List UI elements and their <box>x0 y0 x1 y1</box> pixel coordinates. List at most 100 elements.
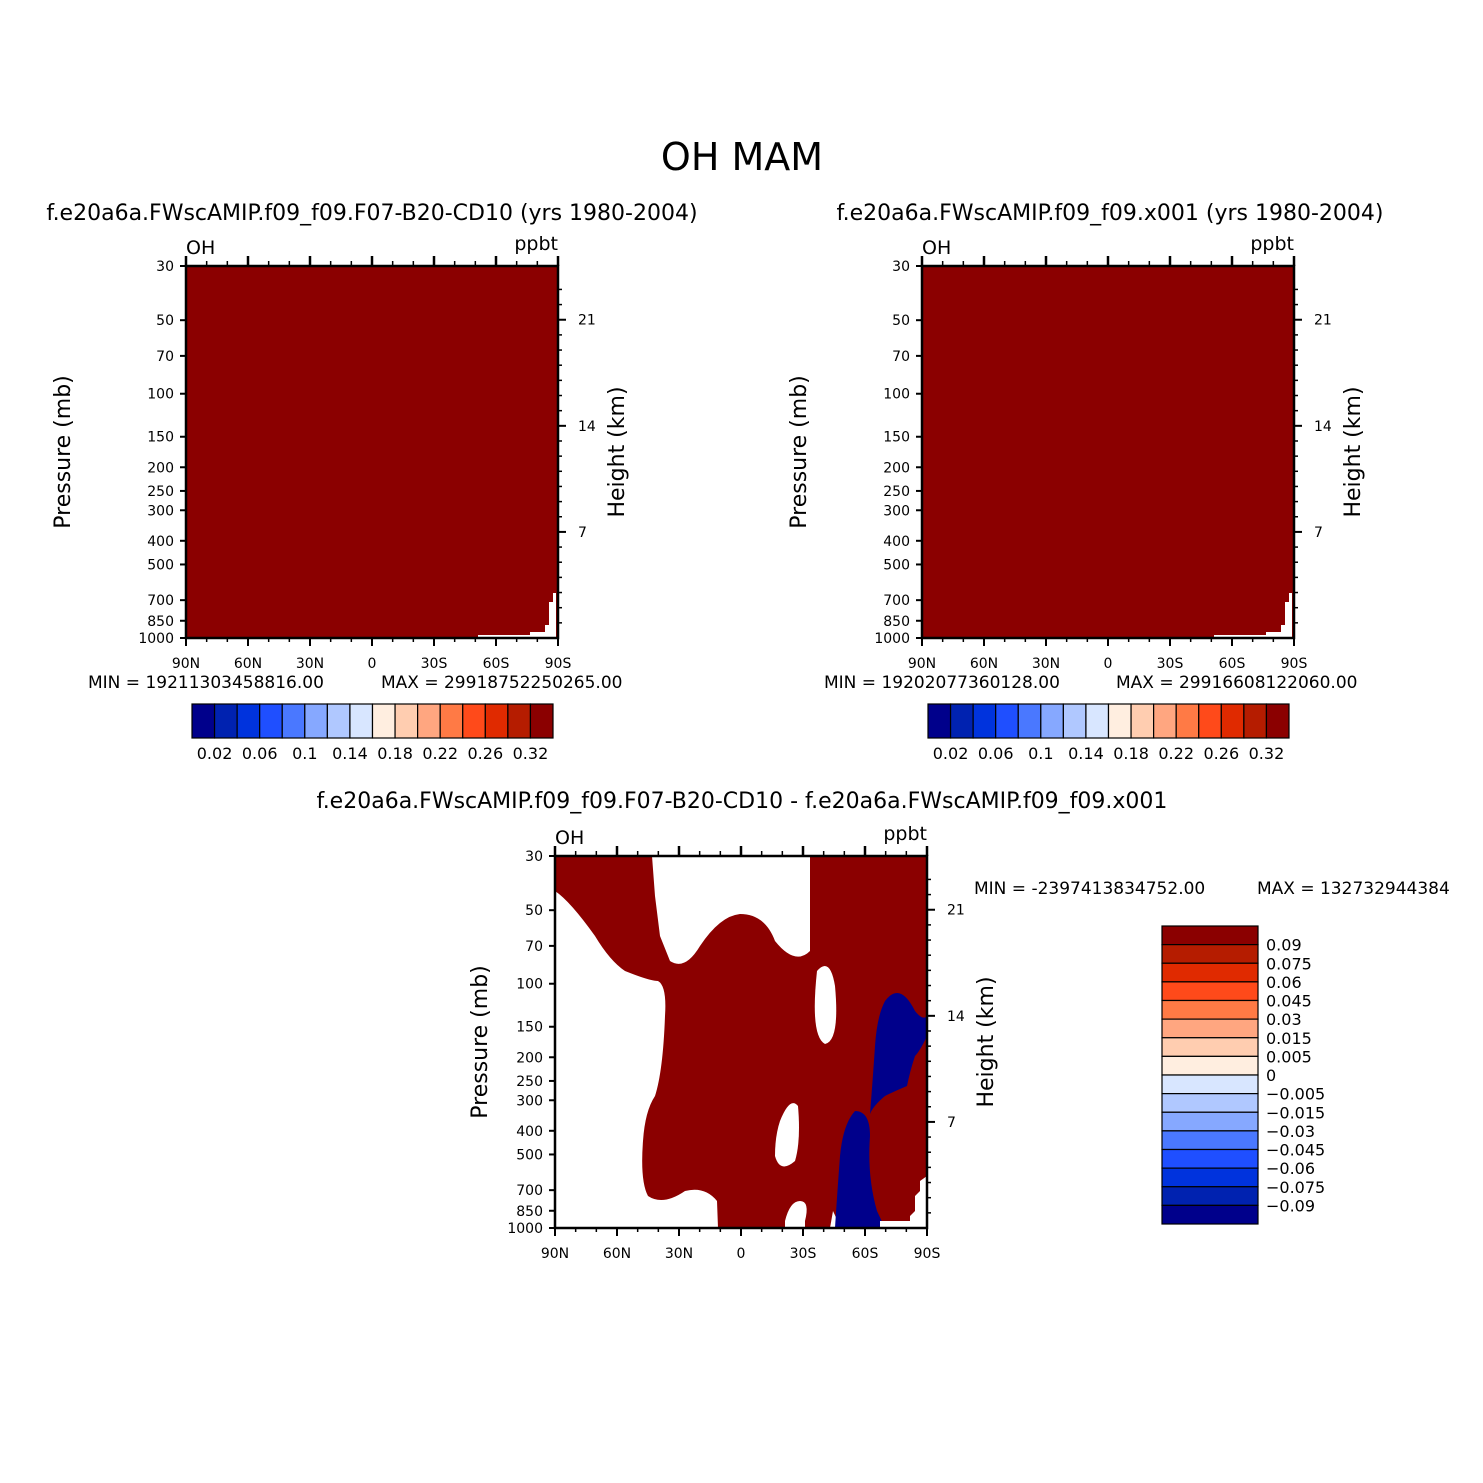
colorbar-label: −0.015 <box>1266 1103 1325 1122</box>
pressure-tick-label: 850 <box>883 614 910 630</box>
height-tick-label: 21 <box>947 903 965 919</box>
panel-1-title: f.e20a6a.FWscAMIP.f09_f09.F07-B20-CD10 (… <box>46 201 697 226</box>
colorbar-box <box>1243 703 1268 739</box>
colorbar-label: 0.18 <box>1113 744 1149 763</box>
pressure-tick-label: 100 <box>516 977 543 993</box>
panel-2-title: f.e20a6a.FWscAMIP.f09_f09.x001 (yrs 1980… <box>836 201 1383 226</box>
colorbar-label: 0.06 <box>1266 973 1302 992</box>
panel-1-ylabel-right: Height (km) <box>605 386 630 517</box>
panel-2-height-ticks: 21 14 7 <box>1294 288 1332 624</box>
colorbar-label: 0.03 <box>1266 1010 1302 1029</box>
pressure-tick-label: 1000 <box>507 1221 543 1237</box>
pressure-tick-label: 500 <box>516 1147 543 1163</box>
panel-3-negative-region-upper <box>870 993 927 1114</box>
colorbar-label: 0.1 <box>1028 744 1053 763</box>
colorbar-label: 0.06 <box>242 744 278 763</box>
pressure-tick-label: 700 <box>516 1183 543 1199</box>
colorbar-label: 0.18 <box>377 744 413 763</box>
colorbar-label: 0.22 <box>1158 744 1194 763</box>
colorbar-label: −0.09 <box>1266 1196 1315 1215</box>
pressure-tick-label: 250 <box>516 1074 543 1090</box>
colorbar-box <box>326 703 351 739</box>
colorbar-box <box>213 703 238 739</box>
pressure-tick-label: 250 <box>883 484 910 500</box>
colorbar-label: 0.14 <box>332 744 368 763</box>
pressure-tick-label: 100 <box>883 387 910 403</box>
colorbar-box <box>462 703 486 739</box>
colorbar-box <box>949 703 974 739</box>
panel-2-units-label: ppbt <box>1250 233 1294 255</box>
panel-3-variable-label: OH <box>555 827 584 849</box>
latitude-tick-label: 30N <box>1032 656 1060 672</box>
latitude-tick-label: 60N <box>603 1246 631 1262</box>
panel-3-min-label: MIN = -2397413834752.00 <box>974 879 1205 899</box>
pressure-tick-label: 200 <box>516 1050 543 1066</box>
colorbar-box <box>371 703 396 739</box>
colorbar-label: 0 <box>1266 1066 1276 1085</box>
panel-3-white-south-edge <box>880 1176 927 1228</box>
height-tick-label: 14 <box>1314 419 1332 435</box>
panel-3-colorbar: 0.090.0750.060.0450.030.0150.0050−0.005−… <box>1161 925 1325 1225</box>
latitude-tick-label: 30N <box>296 656 324 672</box>
panel-3-white-hole-3 <box>785 1201 807 1228</box>
colorbar-box <box>1040 703 1064 739</box>
colorbar-label: −0.005 <box>1266 1085 1325 1104</box>
colorbar-box <box>394 703 419 739</box>
latitude-tick-label: 90N <box>908 656 936 672</box>
panel-2-field <box>922 266 1294 638</box>
panel-2-colorbar: 0.02 0.06 0.1 0.14 0.18 0.22 0.26 0.32 <box>927 703 1290 763</box>
pressure-tick-label: 300 <box>516 1093 543 1109</box>
colorbar-box <box>236 703 261 739</box>
height-tick-label: 7 <box>1314 525 1323 541</box>
pressure-tick-label: 150 <box>883 430 910 446</box>
pressure-tick-label: 300 <box>147 503 174 519</box>
pressure-tick-label: 400 <box>147 534 174 550</box>
latitude-tick-label: 0 <box>368 656 377 672</box>
colorbar-box <box>995 703 1019 739</box>
panel-1-height-ticks: 21 14 7 <box>558 288 596 624</box>
panel-2-ylabel-right: Height (km) <box>1341 386 1366 517</box>
latitude-tick-label: 90S <box>545 656 572 672</box>
pressure-tick-label: 70 <box>156 349 174 365</box>
panel-2-missing-corner <box>1214 593 1292 638</box>
pressure-tick-label: 70 <box>892 349 910 365</box>
colorbar-box <box>191 703 216 739</box>
colorbar-label: −0.03 <box>1266 1122 1315 1141</box>
colorbar-box <box>281 703 306 739</box>
pressure-tick-label: 150 <box>516 1020 543 1036</box>
panel-3-title: f.e20a6a.FWscAMIP.f09_f09.F07-B20-CD10 -… <box>317 789 1168 814</box>
colorbar-label: 0.02 <box>197 744 233 763</box>
pressure-tick-label: 500 <box>147 557 174 573</box>
height-tick-label: 21 <box>1314 313 1332 329</box>
pressure-tick-label: 400 <box>516 1124 543 1140</box>
panel-3-units-label: ppbt <box>883 823 927 845</box>
colorbar-box <box>259 703 283 739</box>
colorbar-box <box>1153 703 1177 739</box>
colorbar-box <box>1161 1111 1259 1132</box>
pressure-tick-label: 500 <box>883 557 910 573</box>
pressure-tick-label: 1000 <box>874 631 910 647</box>
colorbar-box <box>349 703 374 739</box>
pressure-tick-label: 200 <box>883 460 910 476</box>
pressure-tick-label: 850 <box>516 1204 543 1220</box>
pressure-tick-label: 700 <box>147 593 174 609</box>
colorbar-box <box>1161 1167 1259 1188</box>
latitude-tick-label: 60N <box>970 656 998 672</box>
latitude-tick-label: 30N <box>665 1246 693 1262</box>
colorbar-box <box>304 703 328 739</box>
panel-1-missing-corner <box>478 593 556 638</box>
panel-3-white-region-lower-left <box>555 891 718 1228</box>
colorbar-label: 0.32 <box>1249 744 1285 763</box>
panel-1-field <box>186 266 558 638</box>
colorbar-box <box>1198 703 1222 739</box>
latitude-tick-label: 0 <box>1104 656 1113 672</box>
pressure-tick-label: 300 <box>883 503 910 519</box>
panel-2: f.e20a6a.FWscAMIP.f09_f09.x001 (yrs 1980… <box>787 201 1384 763</box>
colorbar-label: 0.32 <box>513 744 549 763</box>
colorbar-label: 0.22 <box>422 744 458 763</box>
latitude-tick-label: 60S <box>1219 656 1246 672</box>
colorbar-box <box>972 703 997 739</box>
panel-1-units-label: ppbt <box>514 233 558 255</box>
